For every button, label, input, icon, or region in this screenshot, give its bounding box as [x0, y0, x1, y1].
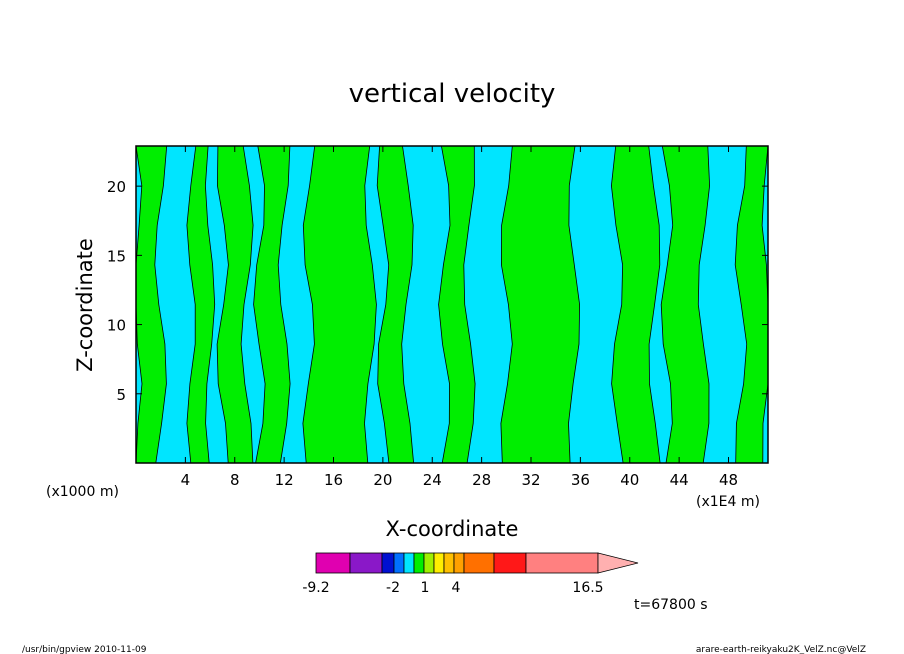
x-axis-ticks: 4 8 12 16 20 24 28 32 36 40 44 48: [181, 146, 738, 489]
y-axis-ticks: 5 10 15 20: [107, 178, 768, 404]
x-axis-label: X-coordinate: [386, 517, 519, 541]
colorbar-label: 4: [452, 580, 461, 596]
y-tick-label: 15: [107, 247, 126, 265]
x-tick-label: 24: [423, 471, 442, 489]
positive-band: [500, 145, 581, 464]
footer-right: arare-earth-reikyaku2K_VelZ.nc@VelZ: [696, 645, 866, 654]
colorbar: -9.2 -2 1 4 16.5: [302, 552, 639, 596]
x-unit-left: (x1000 m): [46, 484, 119, 500]
colorbar-segment: [493, 552, 527, 574]
x-tick-label: 4: [181, 471, 191, 489]
colorbar-segment: [525, 552, 599, 574]
x-tick-label: 40: [620, 471, 639, 489]
colorbar-segment: [315, 552, 351, 574]
contour-bands: [135, 145, 769, 464]
x-tick-label: 28: [472, 471, 491, 489]
x-tick-label: 8: [230, 471, 240, 489]
y-tick-label: 20: [107, 178, 126, 196]
colorbar-segment: [413, 552, 425, 574]
y-tick-label: 5: [116, 386, 126, 404]
colorbar-segment: [403, 552, 415, 574]
x-tick-label: 16: [324, 471, 343, 489]
colorbar-segment: [381, 552, 395, 574]
positive-band: [302, 145, 377, 464]
chart-title: vertical velocity: [349, 79, 556, 109]
colorbar-segment: [463, 552, 495, 574]
colorbar-segment: [433, 552, 445, 574]
x-tick-label: 48: [719, 471, 738, 489]
x-tick-label: 20: [373, 471, 392, 489]
x-tick-label: 32: [521, 471, 540, 489]
colorbar-segment: [393, 552, 405, 574]
colorbar-label: 1: [421, 580, 430, 596]
plot-area: [135, 145, 769, 464]
x-tick-label: 12: [275, 471, 294, 489]
colorbar-label: -2: [386, 580, 400, 596]
colorbar-segment: [453, 552, 465, 574]
x-tick-label: 36: [571, 471, 590, 489]
footer-left: /usr/bin/gpview 2010-11-09: [22, 645, 147, 654]
y-tick-label: 10: [107, 317, 126, 335]
colorbar-segment: [423, 552, 435, 574]
colorbar-label: 16.5: [572, 580, 603, 596]
x-unit-right: (x1E4 m): [696, 494, 760, 510]
colorbar-segment: [443, 552, 455, 574]
colorbar-segment: [349, 552, 383, 574]
plot-frame: [135, 145, 769, 464]
colorbar-arrow: [597, 552, 639, 574]
y-axis-label: Z-coordinate: [73, 238, 97, 372]
colorbar-label: -9.2: [302, 580, 329, 596]
time-label: t=67800 s: [634, 597, 708, 613]
x-tick-label: 44: [670, 471, 689, 489]
